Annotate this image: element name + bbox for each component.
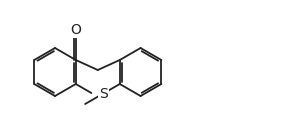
Text: S: S: [99, 87, 108, 101]
Text: O: O: [70, 23, 81, 37]
